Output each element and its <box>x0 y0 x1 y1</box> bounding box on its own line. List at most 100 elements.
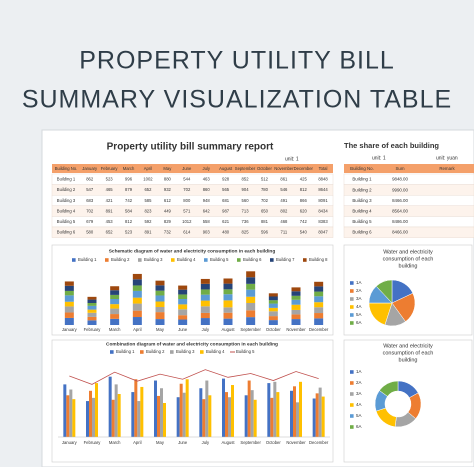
table-cell: 862 <box>86 177 94 182</box>
chart-frame <box>343 339 473 463</box>
bar-segment <box>64 317 74 325</box>
table-cell: 8466.00 <box>392 198 408 203</box>
bar-segment <box>268 296 278 301</box>
legend-label: Building 4 <box>206 349 225 354</box>
x-tick-label: February <box>84 440 102 445</box>
bar-segment <box>110 318 120 325</box>
table-cell: 879 <box>125 187 133 192</box>
bar-segment <box>268 320 278 325</box>
bar-segment <box>246 296 256 303</box>
legend-label: Building 5 <box>236 349 255 354</box>
x-tick-label: November <box>286 327 306 332</box>
x-tick-label: June <box>178 440 188 445</box>
legend-label: 3A <box>356 296 362 301</box>
bar-segment <box>291 304 301 310</box>
table-cell: Building 5 <box>352 219 372 224</box>
column-header: September <box>235 166 256 171</box>
chart-title: Schematic diagram of water and electrici… <box>109 248 276 254</box>
chart-title: Water and electricity <box>383 249 433 255</box>
table-cell: 425 <box>300 177 308 182</box>
table-cell: 652 <box>106 230 114 235</box>
bar <box>185 379 189 437</box>
table-cell: Building 2 <box>57 187 76 192</box>
share-unit: unit: 1 <box>372 155 386 161</box>
legend-swatch <box>204 258 208 262</box>
share-title: The share of each building <box>344 141 439 150</box>
bar <box>63 384 67 437</box>
bar-segment <box>178 319 188 325</box>
table-cell: 683 <box>86 198 94 203</box>
bar <box>299 381 302 437</box>
x-tick-label: May <box>156 327 165 332</box>
bar-segment <box>155 306 165 313</box>
bar-segment <box>223 278 233 284</box>
bar-segment <box>200 289 210 295</box>
legend-swatch <box>350 414 354 418</box>
bar <box>92 397 95 437</box>
bar <box>225 392 228 437</box>
column-header: January <box>82 166 98 171</box>
bar-segment <box>314 318 324 325</box>
legend-swatch <box>350 289 354 293</box>
bar-segment <box>178 309 188 316</box>
legend-label: 3A <box>356 391 362 396</box>
table-cell: 8466.00 <box>392 230 408 235</box>
bar <box>179 383 183 437</box>
bar <box>321 396 325 437</box>
table-cell: 904 <box>242 187 250 192</box>
x-tick-label: August <box>221 327 235 332</box>
table-cell: 650 <box>261 208 269 213</box>
legend-label: 1A <box>356 280 362 285</box>
legend-swatch <box>200 350 204 354</box>
bar <box>273 381 277 437</box>
bar-segment <box>246 277 256 284</box>
table-cell: 823 <box>144 208 152 213</box>
legend-label: 1A <box>356 369 362 374</box>
bar-segment <box>246 317 256 325</box>
table-cell: 679 <box>86 219 94 224</box>
x-tick-label: August <box>221 440 235 445</box>
legend-label: 5A <box>356 413 362 418</box>
bar-segment <box>314 291 324 297</box>
legend-swatch <box>303 258 307 262</box>
page-title: SUMMARY VISUALIZATION TABLE <box>22 86 452 114</box>
bar <box>182 392 186 437</box>
bar <box>108 376 112 437</box>
x-tick-label: April <box>133 440 141 445</box>
legend-swatch <box>350 403 354 407</box>
column-header: June <box>182 166 192 171</box>
legend-label: 2A <box>356 380 362 385</box>
bar-segment <box>314 296 324 303</box>
bar-segment <box>223 283 233 290</box>
table-cell: 614 <box>183 230 191 235</box>
table-cell: Building 3 <box>352 198 372 203</box>
bar <box>140 386 144 437</box>
legend-label: Building 5 <box>210 257 229 262</box>
bar <box>137 401 141 437</box>
bar <box>247 380 251 437</box>
table-cell: 480 <box>222 230 230 235</box>
table-cell: 928 <box>222 177 230 182</box>
table-cell: Building 4 <box>57 208 76 213</box>
bar-segment <box>314 286 324 292</box>
table-cell: 580 <box>86 230 94 235</box>
x-tick-label: November <box>286 440 306 445</box>
legend-label: Building 1 <box>78 257 97 262</box>
bar-segment <box>291 299 301 305</box>
bar <box>157 395 160 437</box>
table-header <box>52 164 333 173</box>
bar-segment <box>64 281 74 286</box>
bar-segment <box>110 308 120 315</box>
table-cell: 453 <box>106 219 114 224</box>
table-cell: 736 <box>242 219 250 224</box>
bar-segment <box>246 289 256 297</box>
legend-label: Building 6 <box>243 257 262 262</box>
table-cell: 681 <box>222 198 230 203</box>
bar-segment <box>314 281 324 287</box>
table-cell: 8564.00 <box>392 208 408 213</box>
table-cell: Building 3 <box>57 198 76 203</box>
chart-title: building <box>399 263 418 269</box>
bar-segment <box>178 294 188 300</box>
x-tick-label: September <box>240 327 261 332</box>
bar-segment <box>314 302 324 308</box>
